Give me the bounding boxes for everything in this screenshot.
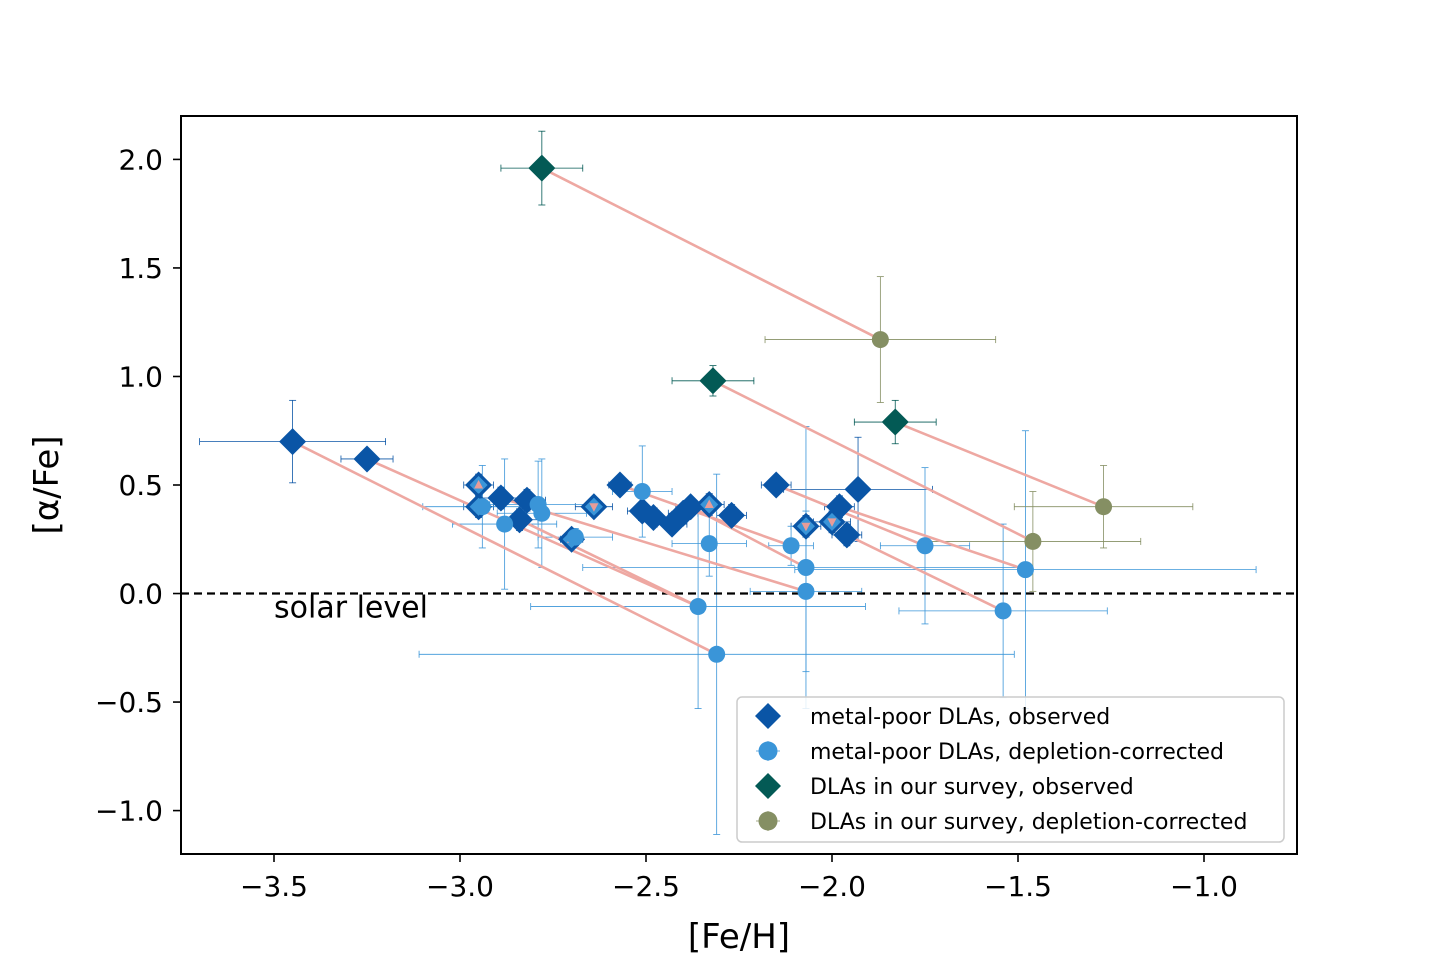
legend-diamond-marker <box>755 773 781 799</box>
metal-poor-corrected-marker <box>689 598 707 616</box>
connector-line <box>366 457 699 608</box>
y-tick-label: −1.0 <box>95 795 163 828</box>
legend-label: metal-poor DLAs, observed <box>810 705 1110 730</box>
y-tick-label: 1.5 <box>118 252 163 285</box>
x-tick-label: −2.5 <box>612 870 680 903</box>
metal-poor-observed-marker <box>825 493 853 521</box>
survey-corrected-marker <box>1024 532 1042 550</box>
survey-corrected-marker <box>1095 498 1113 516</box>
connector-line <box>775 483 926 547</box>
legend-entry: metal-poor DLAs, observed <box>755 703 1110 730</box>
connector-lines <box>292 166 1105 656</box>
metal-poor-corrected-marker <box>797 558 815 576</box>
survey-observed-marker <box>528 154 556 182</box>
y-tick-label: 0.5 <box>118 469 163 502</box>
metal-poor-observed-marker <box>353 445 381 473</box>
metal-poor-observed-marker <box>677 493 705 521</box>
y-tick-label: 1.0 <box>118 360 163 393</box>
legend-diamond-marker <box>755 703 781 729</box>
y-tick-label: 0.0 <box>118 578 163 611</box>
legend-entry: metal-poor DLAs, depletion-corrected <box>756 740 1224 765</box>
y-axis-title: [α/Fe] <box>27 435 67 534</box>
connector-line <box>894 420 1105 508</box>
y-tick-label: 2.0 <box>118 143 163 176</box>
metal-poor-corrected-marker <box>994 602 1012 620</box>
metal-poor-observed-marker <box>606 471 634 499</box>
survey-observed-marker <box>881 408 909 436</box>
inner-triangle-marker <box>704 499 714 509</box>
metal-poor-observed-marker <box>833 521 861 549</box>
x-axis-title: [Fe/H] <box>688 917 790 957</box>
inner-triangle-marker <box>801 522 811 532</box>
inner-triangle-marker <box>589 503 599 512</box>
survey-corrected-marker <box>871 331 889 349</box>
x-axis-ticks: −3.5 −3.0 −2.5 −2.0 −1.5 −1.0 <box>240 854 1238 903</box>
metal-poor-observed-marker <box>844 475 872 503</box>
metal-poor-corrected-marker <box>633 483 651 501</box>
metal-poor-corrected-marker <box>782 537 800 555</box>
metal-poor-corrected-marker <box>496 515 514 533</box>
survey-observed-marker <box>699 367 727 395</box>
metal-poor-corrected-marker <box>700 535 718 553</box>
legend-circle-marker <box>758 741 778 761</box>
legend-box <box>736 696 1285 843</box>
legend-label: DLAs in our survey, depletion-corrected <box>810 810 1247 835</box>
inner-triangle-marker <box>827 518 837 527</box>
x-tick-label: −3.0 <box>426 870 494 903</box>
metal-poor-observed-marker <box>718 501 746 529</box>
metal-poor-corrected-marker <box>473 498 491 516</box>
metal-poor-corrected-marker <box>566 528 584 546</box>
metal-poor-observed-marker <box>487 484 515 512</box>
metal-poor-corrected-marker <box>533 504 551 522</box>
data-markers <box>279 154 1113 663</box>
legend-label: DLAs in our survey, observed <box>810 775 1134 800</box>
legend-label: metal-poor DLAs, depletion-corrected <box>810 740 1224 765</box>
y-tick-label: −0.5 <box>95 686 163 719</box>
metal-poor-observed-marker <box>279 428 307 456</box>
connector-line <box>541 166 881 341</box>
connector-line <box>846 533 1004 613</box>
metal-poor-corrected-marker <box>1016 561 1034 579</box>
legend-entry: DLAs in our survey, observed <box>755 773 1134 800</box>
metal-poor-corrected-marker <box>797 582 815 600</box>
connector-line <box>712 379 1034 543</box>
x-tick-label: −1.0 <box>1170 870 1238 903</box>
metal-poor-observed-marker <box>762 471 790 499</box>
legend: metal-poor DLAs, observed metal-poor DLAs… <box>736 696 1285 843</box>
x-tick-label: −3.5 <box>240 870 308 903</box>
metal-poor-corrected-marker <box>708 645 726 663</box>
y-axis-ticks: −1.0 −0.5 0.0 0.5 1.0 1.5 2.0 <box>95 143 181 828</box>
solar-level-annotation: solar level <box>274 590 428 625</box>
legend-circle-marker <box>758 811 778 831</box>
connector-line <box>839 505 1026 571</box>
connector-line <box>500 496 807 593</box>
inner-triangle-marker <box>474 480 484 489</box>
legend-entry: DLAs in our survey, depletion-corrected <box>756 810 1247 835</box>
connector-line <box>292 440 718 656</box>
x-tick-label: −1.5 <box>984 870 1052 903</box>
metal-poor-corrected-marker <box>916 537 934 555</box>
connector-line <box>518 518 699 608</box>
x-tick-label: −2.0 <box>798 870 866 903</box>
